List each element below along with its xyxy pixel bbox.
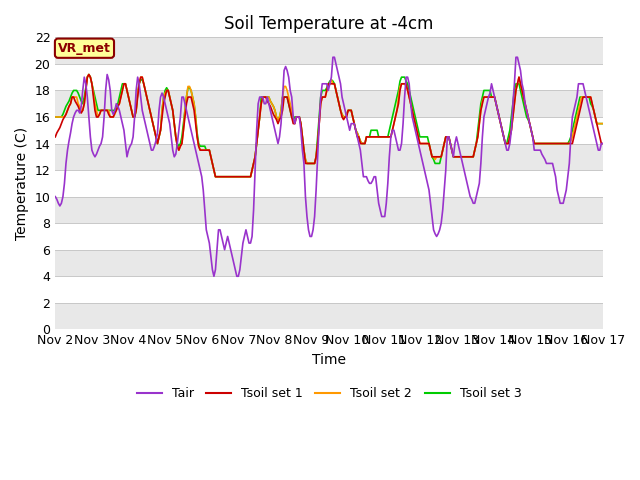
Bar — [55, 37, 603, 64]
Legend: Tair, Tsoil set 1, Tsoil set 2, Tsoil set 3: Tair, Tsoil set 1, Tsoil set 2, Tsoil se… — [132, 382, 527, 405]
Y-axis label: Temperature (C): Temperature (C) — [15, 127, 29, 240]
Bar — [55, 144, 603, 170]
Bar — [55, 303, 603, 329]
Bar — [55, 197, 603, 223]
Title: Soil Temperature at -4cm: Soil Temperature at -4cm — [225, 15, 434, 33]
X-axis label: Time: Time — [312, 353, 346, 367]
Bar — [55, 250, 603, 276]
Text: VR_met: VR_met — [58, 42, 111, 55]
Bar — [55, 90, 603, 117]
